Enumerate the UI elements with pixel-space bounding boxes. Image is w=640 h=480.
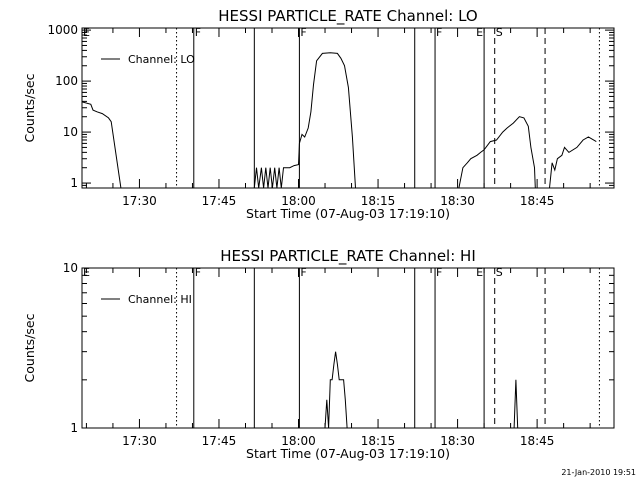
x-tick-label: 18:00 (281, 434, 316, 448)
event-label: E (476, 26, 483, 39)
x-tick-label: 17:30 (122, 194, 157, 208)
x-tick-label: 18:15 (361, 194, 396, 208)
panel-hi: HESSI PARTICLE_RATE Channel: HI Counts/se… (22, 247, 615, 461)
event-label: S (496, 266, 503, 279)
x-tick-label: 17:45 (202, 194, 237, 208)
chart-title: HESSI PARTICLE_RATE Channel: HI (220, 247, 476, 266)
plot-frame (81, 267, 615, 429)
x-tick-label: 18:00 (281, 194, 316, 208)
event-label: F (195, 26, 201, 39)
y-tick-label: 10 (63, 261, 78, 275)
y-tick-label: 100 (55, 74, 78, 88)
x-tick-label: 18:45 (520, 434, 555, 448)
y-axis-label: Counts/sec (22, 73, 37, 142)
event-label: F (436, 26, 442, 39)
x-tick-label: 18:30 (440, 434, 475, 448)
event-label: E (476, 266, 483, 279)
series-line (82, 52, 597, 188)
y-tick-label: 1 (70, 421, 78, 435)
event-label: F (300, 266, 306, 279)
y-tick-label: 10 (63, 125, 78, 139)
y-tick-label: 1 (70, 176, 78, 190)
series-line (324, 351, 519, 428)
x-tick-label: 17:30 (122, 434, 157, 448)
x-tick-label: 18:45 (520, 194, 555, 208)
event-label: E (83, 26, 90, 39)
legend-label: Channel: HI (128, 293, 192, 306)
x-tick-label: 17:45 (202, 434, 237, 448)
x-axis-label: Start Time (07-Aug-03 17:19:10) (246, 446, 450, 461)
timestamp-footer: 21-Jan-2010 19:51 (561, 468, 636, 477)
y-axis-label: Counts/sec (22, 313, 37, 382)
event-label: S (496, 26, 503, 39)
event-label: F (300, 26, 306, 39)
event-label: F (436, 266, 442, 279)
legend-label: Channel: LO (128, 53, 195, 66)
y-tick-label: 1000 (47, 23, 78, 37)
event-label: E (83, 266, 90, 279)
event-label: F (195, 266, 201, 279)
chart-title: HESSI PARTICLE_RATE Channel: LO (218, 7, 477, 26)
panel-lo: HESSI PARTICLE_RATE Channel: LO Counts/se… (22, 7, 615, 221)
x-axis-label: Start Time (07-Aug-03 17:19:10) (246, 206, 450, 221)
x-tick-label: 18:15 (361, 434, 396, 448)
x-tick-label: 18:30 (440, 194, 475, 208)
